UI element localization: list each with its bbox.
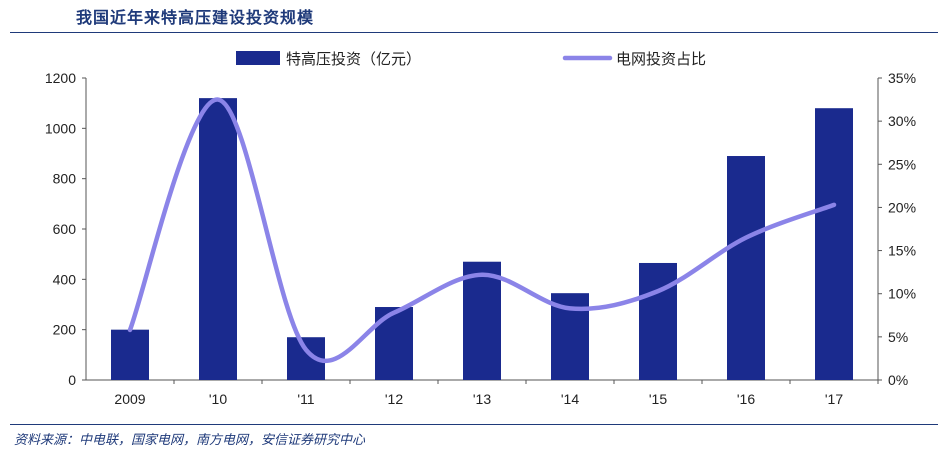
bar xyxy=(639,262,677,380)
left-tick-label: 1200 xyxy=(45,70,76,86)
left-tick-label: 0 xyxy=(68,372,76,388)
x-tick-label: '13 xyxy=(473,391,491,407)
title-divider xyxy=(10,32,938,33)
left-tick-label: 400 xyxy=(53,271,77,287)
legend-swatch-bar xyxy=(236,51,280,65)
source-note: 资料来源：中电联，国家电网，南方电网，安信证券研究中心 xyxy=(14,433,366,448)
x-tick-label: '14 xyxy=(561,391,579,407)
bar xyxy=(463,261,501,380)
bar xyxy=(375,307,413,380)
right-tick-label: 35% xyxy=(888,70,916,86)
bar xyxy=(111,329,149,380)
left-tick-label: 200 xyxy=(53,322,77,338)
x-tick-label: '12 xyxy=(385,391,403,407)
x-tick-label: '11 xyxy=(297,391,314,407)
source-divider xyxy=(10,424,938,425)
right-tick-label: 25% xyxy=(888,156,916,172)
left-tick-label: 1000 xyxy=(45,120,76,136)
x-tick-label: '10 xyxy=(209,391,227,407)
x-tick-label: '16 xyxy=(737,391,755,407)
right-tick-label: 30% xyxy=(888,113,916,129)
x-tick-label: '15 xyxy=(649,391,667,407)
left-tick-label: 800 xyxy=(53,171,77,187)
bar-series xyxy=(111,98,853,380)
bar xyxy=(199,98,237,380)
legend-label-bar: 特高压投资（亿元） xyxy=(286,51,421,68)
right-tick-label: 20% xyxy=(888,199,916,215)
line-series xyxy=(127,97,837,364)
legend: 特高压投资（亿元） 电网投资占比 xyxy=(236,51,706,68)
legend-label-line: 电网投资占比 xyxy=(616,51,706,68)
right-tick-label: 10% xyxy=(888,286,916,302)
right-tick-label: 0% xyxy=(888,372,908,388)
page-title: 我国近年来特高压建设投资规模 xyxy=(76,8,315,27)
bar xyxy=(727,156,765,380)
left-tick-label: 600 xyxy=(53,221,77,237)
right-tick-label: 5% xyxy=(888,329,908,345)
x-tick-label: 2009 xyxy=(114,391,145,407)
right-tick-label: 15% xyxy=(888,243,916,259)
x-tick-label: '17 xyxy=(825,391,843,407)
bar xyxy=(815,108,853,380)
